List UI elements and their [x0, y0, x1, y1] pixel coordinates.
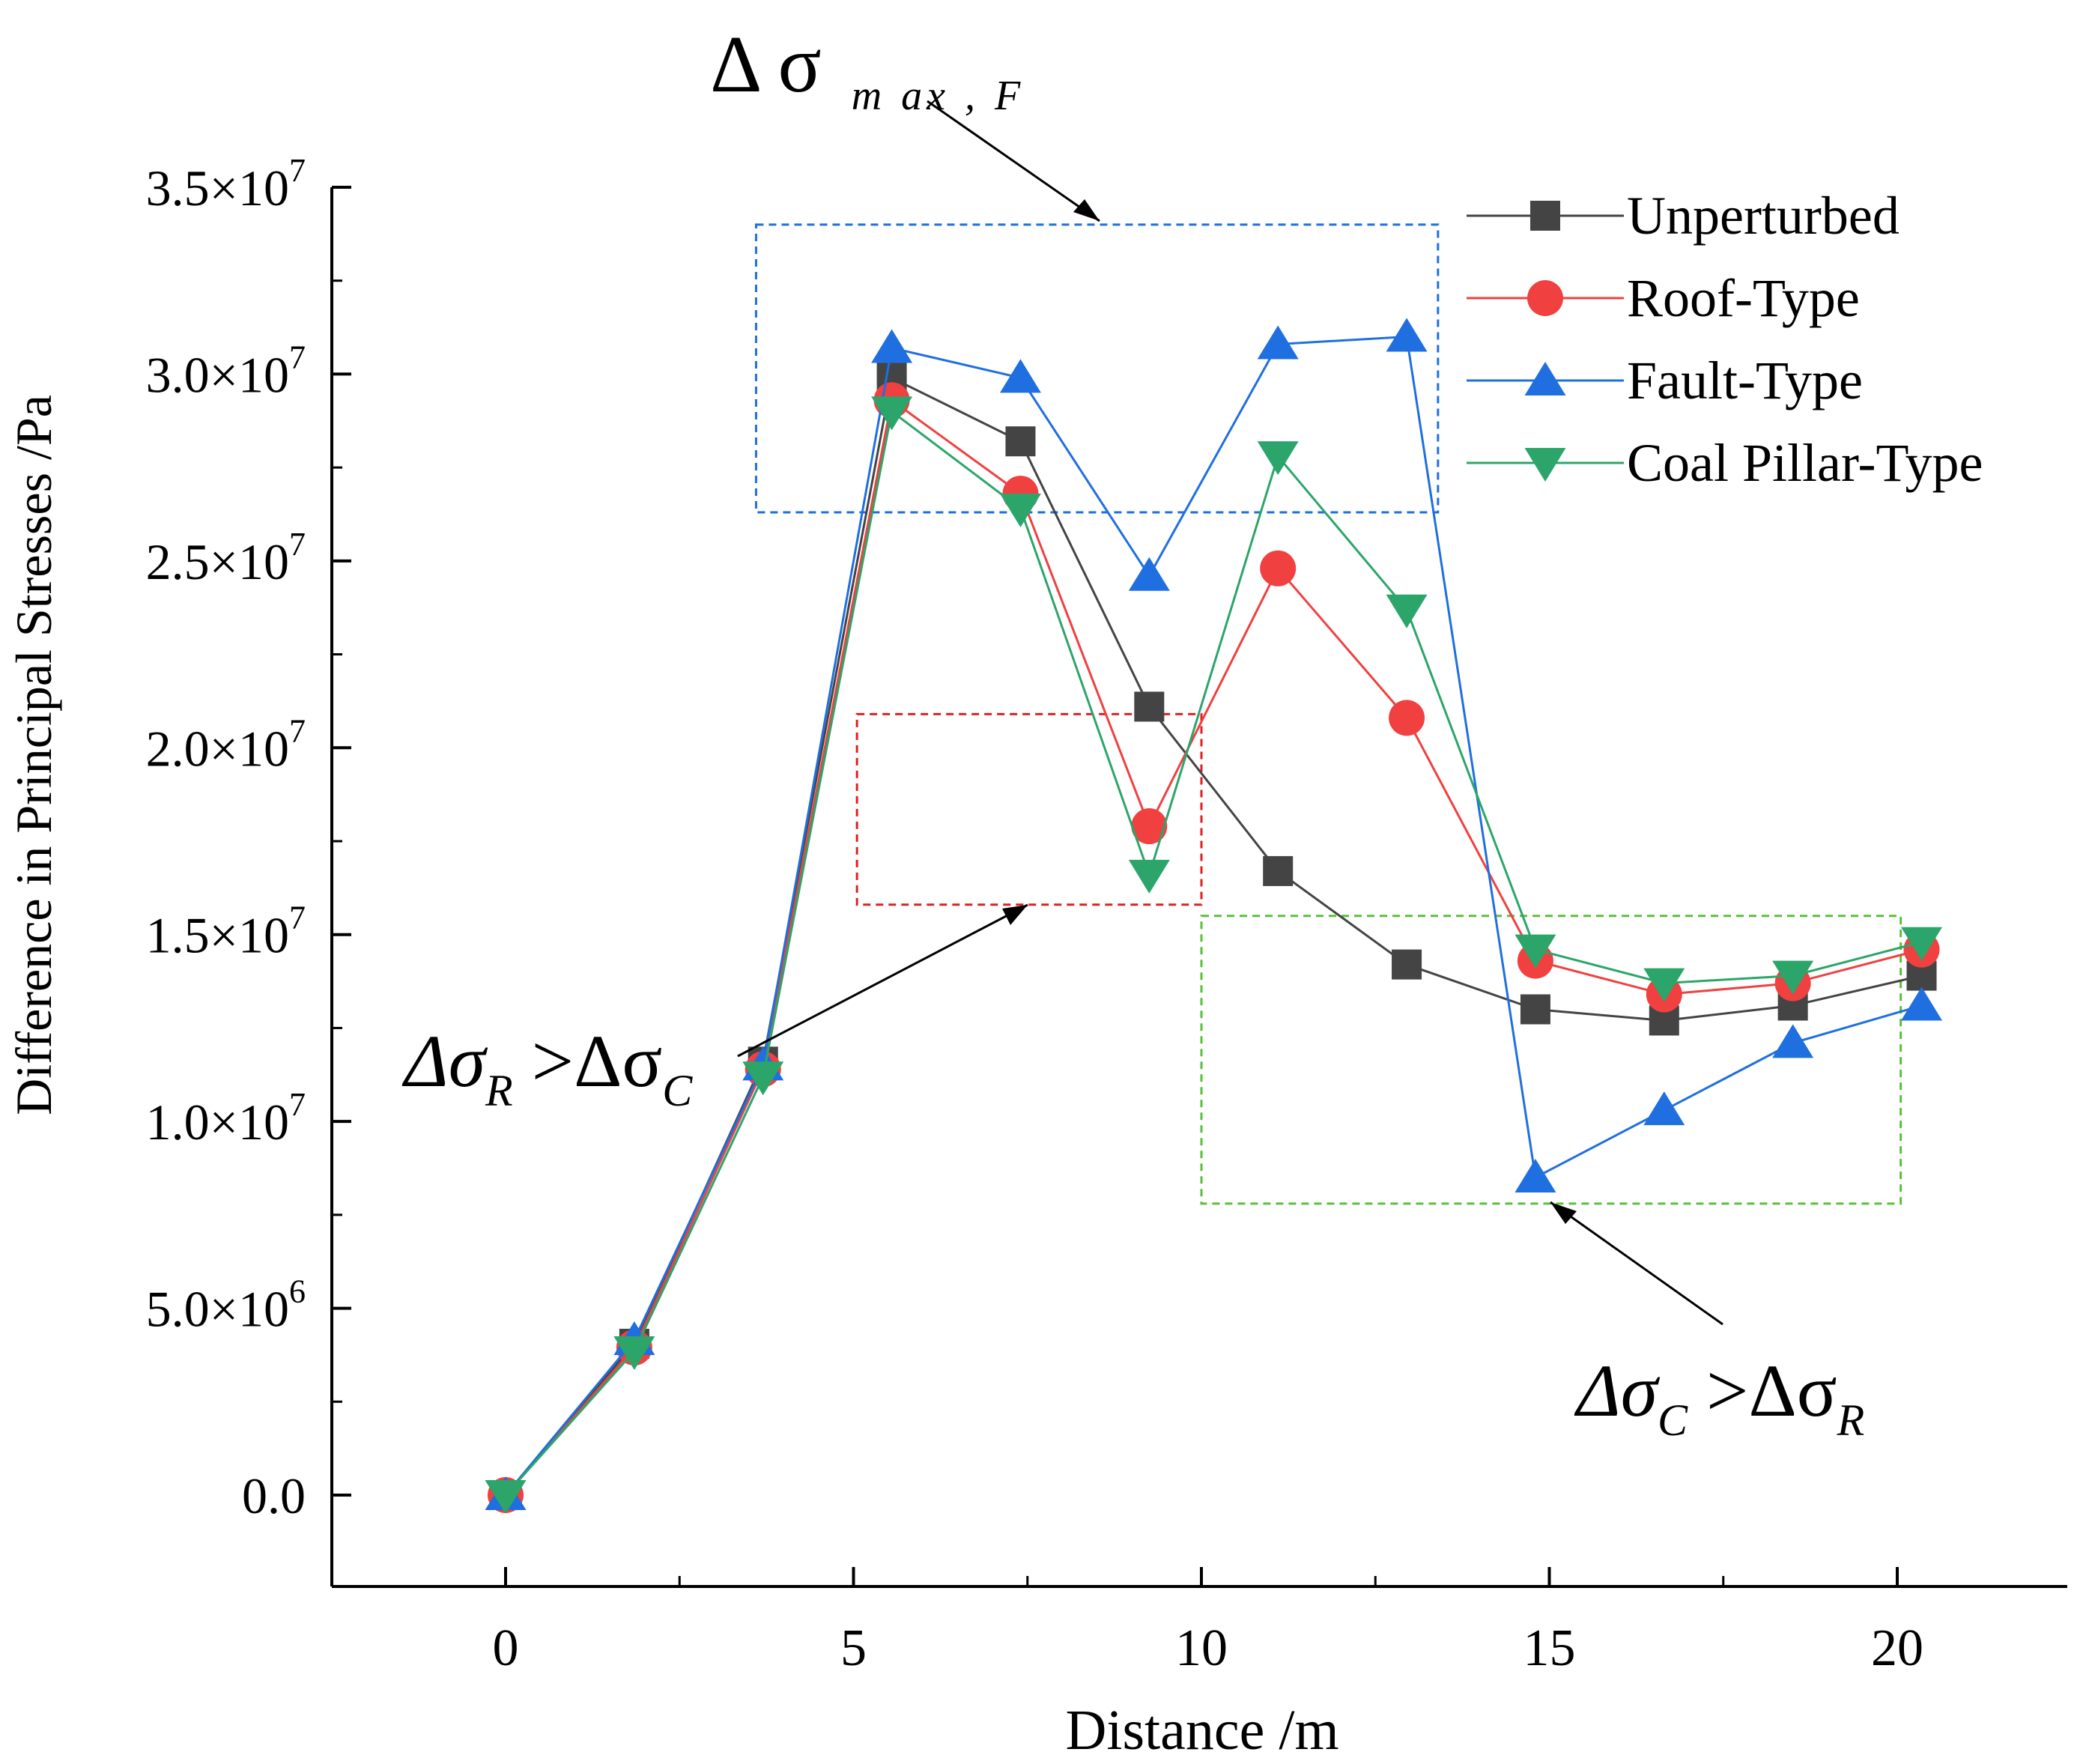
y-tick-label: 2.0×107	[146, 712, 306, 777]
series-unperturbed	[491, 363, 1937, 1510]
x-tick-label: 10	[1175, 1619, 1228, 1677]
highlight-regions	[754, 223, 1902, 1205]
annotation-fault-max: Δ σ m ax , F	[710, 20, 1100, 222]
y-tick-label: 2.5×107	[146, 526, 306, 590]
data-point	[1772, 960, 1814, 995]
fault-max-region	[754, 223, 1440, 514]
data-point	[1392, 949, 1422, 980]
x-axis-title: Distance /m	[1065, 1699, 1338, 1762]
data-point	[1515, 1158, 1556, 1192]
data-point	[1257, 441, 1299, 476]
series-line	[504, 409, 1922, 1497]
series-line	[504, 376, 1922, 1496]
data-point	[1128, 859, 1170, 894]
legend-item: Roof-Type	[1467, 268, 1860, 328]
series-coal-pillar-type	[485, 396, 1943, 1514]
legend-label: Unperturbed	[1627, 186, 1899, 246]
legend-label: Coal Pillar-Type	[1627, 433, 1983, 493]
series-fault-type	[485, 318, 1943, 1510]
data-point	[1643, 968, 1685, 1002]
annotation-roof-mid: >Δσ	[513, 1019, 663, 1103]
x-tick-label: 0	[493, 1619, 519, 1677]
y-tick-label: 5.0×106	[146, 1273, 306, 1338]
series-line	[504, 335, 1922, 1496]
data-point	[1515, 934, 1556, 969]
data-point	[742, 1061, 784, 1096]
annotation-roof-gt-coal: ΔσR >ΔσC	[401, 903, 1028, 1115]
y-tick-label: 0.0	[242, 1467, 306, 1524]
data-point	[485, 1480, 527, 1514]
svg-text:Δ σm ax , F: Δ σ m ax , F	[710, 20, 1025, 119]
annotation-roof-arrow	[737, 903, 1028, 1058]
legend: Unperturbed Roof-Type Fault-Type Coal Pilla…	[1467, 186, 1983, 493]
y-tick-label: 3.0×107	[146, 339, 306, 403]
annotation-coal-arrow	[1550, 1201, 1723, 1326]
data-point	[1901, 927, 1943, 961]
x-tick-label: 15	[1523, 1619, 1576, 1677]
data-point	[1772, 1024, 1814, 1058]
legend-marker	[1524, 362, 1566, 395]
legend-marker	[1524, 448, 1566, 482]
data-point	[999, 359, 1041, 393]
series-line	[504, 398, 1922, 1496]
data-point	[1257, 325, 1299, 360]
annotation-coal-gt-roof: ΔσC >ΔσR	[1550, 1201, 1864, 1445]
roof-greater-region	[855, 712, 1203, 906]
x-tick-label: 20	[1871, 1619, 1923, 1677]
annotation-coal-sub2: R	[1837, 1395, 1865, 1445]
arrowhead	[1550, 1202, 1577, 1224]
annotation-fault-max-arrow	[927, 100, 1100, 222]
legend-item: Fault-Type	[1467, 351, 1863, 410]
data-point	[1134, 691, 1165, 722]
x-tick-label: 5	[840, 1619, 867, 1677]
data-point	[871, 329, 913, 363]
annotation-coal-main: Δσ	[1574, 1349, 1661, 1432]
arrowhead	[1002, 905, 1028, 925]
data-point	[1131, 808, 1168, 845]
legend-label: Fault-Type	[1627, 351, 1863, 410]
annotation-fault-max-sub: m ax , F	[852, 73, 1025, 119]
data-point	[1643, 1091, 1685, 1126]
annotation-roof-sub2: C	[662, 1066, 693, 1115]
arrowhead	[1073, 199, 1100, 221]
annotation-roof-sub1: R	[485, 1066, 513, 1115]
data-point	[1263, 855, 1294, 886]
data-point	[1128, 557, 1170, 591]
data-point	[1260, 550, 1297, 587]
y-tick-label: 1.0×107	[146, 1086, 306, 1151]
data-point	[1005, 426, 1036, 457]
annotation-coal-mid: >Δσ	[1688, 1349, 1837, 1432]
series-roof-type	[488, 382, 1940, 1513]
data-point	[1520, 994, 1550, 1025]
data-point	[613, 1336, 655, 1370]
legend-marker	[1530, 201, 1560, 231]
legend-item: Coal Pillar-Type	[1467, 433, 1983, 493]
coal-greater-region	[1200, 915, 1902, 1205]
data-point	[1389, 700, 1425, 736]
legend-label: Roof-Type	[1627, 268, 1860, 328]
data-point	[1386, 318, 1428, 352]
series-group	[485, 318, 1943, 1514]
annotation-coal-sub1: C	[1658, 1395, 1688, 1445]
annotation-fault-max-main: Δ σ	[710, 20, 822, 109]
data-point	[999, 494, 1041, 528]
data-point	[1386, 594, 1428, 628]
axes: 0 5 10 15 20 0.0 5.0×106 1.0×107 1.5×107 2.0×107 2…	[146, 152, 2067, 1677]
svg-text:ΔσR >ΔσC: ΔσR >ΔσC	[401, 1019, 693, 1115]
legend-marker	[1527, 280, 1563, 316]
y-tick-label: 1.5×107	[146, 900, 306, 964]
data-point	[871, 396, 913, 431]
legend-item: Unperturbed	[1467, 186, 1899, 246]
annotation-roof-main: Δσ	[401, 1019, 488, 1103]
data-point	[1901, 986, 1943, 1021]
svg-text:ΔσC >ΔσR: ΔσC >ΔσR	[1574, 1349, 1864, 1445]
y-axis-title: Difference in Principal Stresses /Pa	[5, 395, 62, 1115]
y-tick-label: 3.5×107	[146, 152, 306, 216]
